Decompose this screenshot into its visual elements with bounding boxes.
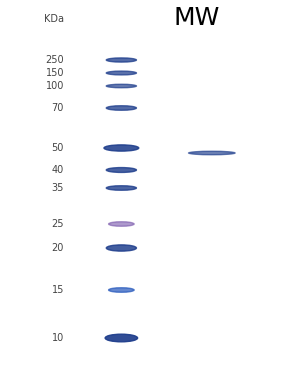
Ellipse shape xyxy=(106,245,136,251)
Ellipse shape xyxy=(106,186,136,190)
Ellipse shape xyxy=(106,168,136,172)
Ellipse shape xyxy=(105,334,138,342)
Text: 100: 100 xyxy=(46,81,64,91)
Text: 70: 70 xyxy=(52,103,64,113)
Text: 20: 20 xyxy=(52,243,64,253)
Text: 50: 50 xyxy=(52,143,64,153)
Ellipse shape xyxy=(106,71,136,75)
Text: 40: 40 xyxy=(52,165,64,175)
Ellipse shape xyxy=(104,145,139,151)
Text: 150: 150 xyxy=(46,68,64,78)
Ellipse shape xyxy=(106,84,136,88)
Ellipse shape xyxy=(106,58,136,62)
Text: 250: 250 xyxy=(45,55,64,65)
Ellipse shape xyxy=(106,106,136,110)
Text: 35: 35 xyxy=(52,183,64,193)
Ellipse shape xyxy=(188,151,235,155)
Text: 25: 25 xyxy=(51,219,64,229)
Ellipse shape xyxy=(109,288,134,292)
Text: 15: 15 xyxy=(52,285,64,295)
Ellipse shape xyxy=(109,222,134,226)
Text: MW: MW xyxy=(174,6,220,30)
Text: KDa: KDa xyxy=(44,14,64,24)
Text: 10: 10 xyxy=(52,333,64,343)
